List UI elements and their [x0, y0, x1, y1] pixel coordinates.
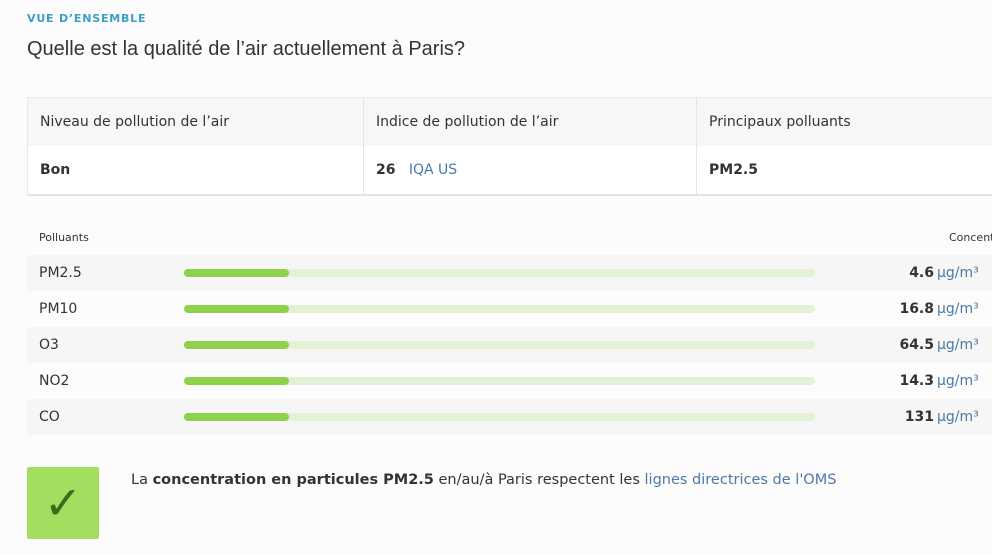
column-header: Niveau de pollution de l’air — [28, 98, 363, 146]
column-header: Indice de pollution de l’air — [363, 98, 696, 146]
pollutant-name: PM10 — [39, 301, 78, 317]
pollutant-unit: µg/m³ — [937, 409, 979, 425]
pollutant-unit: µg/m³ — [937, 301, 979, 317]
level-fill — [184, 341, 289, 349]
pollutant-table: Polluants Concent PM2.5 4.6 µg/m³ PM10 16.8 µ… — [27, 229, 992, 435]
summary-table: Niveau de pollution de l’air Indice de p… — [27, 97, 992, 196]
note-text: en/au/à Paris respectent les — [438, 472, 640, 488]
title: Quelle est la qualité de l’air actuellem… — [27, 38, 466, 60]
level-track — [184, 413, 815, 421]
pollutant-value: 131 — [904, 409, 934, 425]
pollutant-name: PM2.5 — [39, 265, 82, 281]
pollutant-row: PM2.5 4.6 µg/m³ — [27, 255, 992, 291]
level-track — [184, 305, 815, 313]
pollutant-value: 14.3 — [899, 373, 934, 389]
level-track — [184, 341, 815, 349]
pollutant-unit: µg/m³ — [937, 337, 979, 353]
pollutant-unit: µg/m³ — [937, 373, 979, 389]
pollutant-row: CO 131 µg/m³ — [27, 399, 992, 435]
check-icon: ✓ — [27, 467, 99, 539]
level-fill — [184, 269, 289, 277]
column-header: Principaux polluants — [696, 98, 992, 146]
level-fill — [184, 413, 289, 421]
pollutant-unit: µg/m³ — [937, 265, 979, 281]
header-concentration: Concent — [949, 231, 992, 244]
eyebrow: VUE D’ENSEMBLE — [27, 12, 147, 25]
pollutant-row: NO2 14.3 µg/m³ — [27, 363, 992, 399]
note-text: La — [131, 472, 148, 488]
note-link[interactable]: lignes directrices de l'OMS — [644, 472, 837, 488]
pollutant-value: 64.5 — [899, 337, 934, 353]
pollutant-name: NO2 — [39, 373, 70, 389]
pollutant-value: 4.6 — [909, 265, 934, 281]
pollutant-row: O3 64.5 µg/m³ — [27, 327, 992, 363]
index: 26 — [376, 162, 396, 178]
pollutant-name: CO — [39, 409, 60, 425]
pollutant-value: 16.8 — [899, 301, 934, 317]
level-fill — [184, 377, 289, 385]
header-name: Polluants — [39, 231, 89, 244]
level-track — [184, 269, 815, 277]
level-track — [184, 377, 815, 385]
pollutant-name: O3 — [39, 337, 59, 353]
level-fill — [184, 305, 289, 313]
index-unit[interactable]: IQA US — [408, 162, 458, 178]
level: Bon — [40, 162, 71, 178]
note-bold: concentration en particules PM2.5 — [152, 472, 434, 488]
pollutant-row: PM10 16.8 µg/m³ — [27, 291, 992, 327]
index-cell: 26 IQA US — [363, 146, 696, 194]
note: La concentration en particules PM2.5 en/… — [131, 470, 836, 490]
main-pollutant: PM2.5 — [696, 146, 992, 194]
